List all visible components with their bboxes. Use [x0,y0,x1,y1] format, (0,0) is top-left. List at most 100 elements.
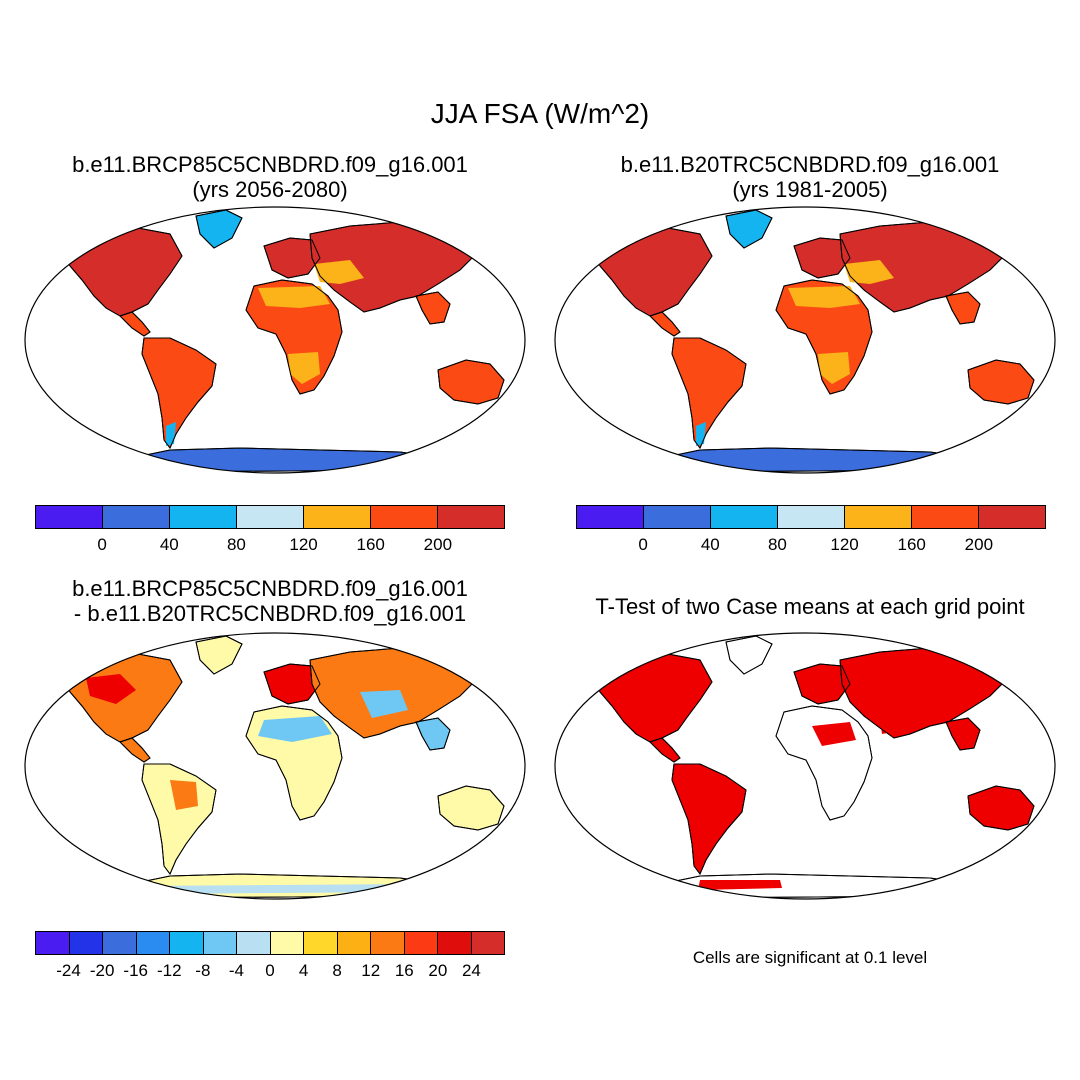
coastline-australia [967,359,1035,405]
colorbar-cell [103,932,137,954]
colorbar-historical-labels: 0 40 80 120 160 200 [576,535,1046,555]
coastline-europe [263,237,321,279]
coastline-australia [967,785,1035,831]
colorbar-difference [35,931,505,955]
colorbar-tick-label: -8 [195,961,211,980]
map-frame [24,632,526,900]
colorbar-difference-labels: -24 -20 -16 -12 -8 -4 0 4 8 12 16 20 24 [35,961,505,981]
field-region [288,352,320,384]
coastline-northAmerica [59,653,183,743]
colorbar-cell [471,932,504,954]
colorbar-cell [237,506,304,528]
colorbar-tick-label: 4 [298,961,309,980]
coastline-indochina [415,717,451,751]
panel-2-title-line2: (yrs 1981-2005) [732,177,888,202]
colorbar-cell [371,506,438,528]
colorbar-cell [438,506,504,528]
coastline-southAmerica [671,337,747,449]
colorbar-cell [644,506,711,528]
coastline-southAmerica [141,763,217,875]
colorbar-tick-label: 80 [767,535,787,554]
field-region [844,260,894,284]
colorbar-tick-label: 120 [830,535,859,554]
colorbar-tick-label: 12 [361,961,381,980]
colorbar-future-labels: 0 40 80 120 160 200 [35,535,505,555]
colorbar-tick-label: 40 [159,535,179,554]
colorbar-cell [103,506,170,528]
colorbar-cell [69,932,103,954]
field-region [86,674,136,704]
colorbar-cell [203,932,237,954]
map-frame [554,206,1056,474]
coastline-europe [793,663,851,705]
colorbar-tick-label: 20 [428,961,448,980]
panel-3-title: b.e11.BRCP85C5CNBDRD.f09_g16.001 - b.e11… [20,576,520,626]
coastline-africa [245,705,343,821]
coastline-northAmerica [59,227,183,317]
coastline-northAmerica [589,653,713,743]
colorbar-tick-label: -24 [56,961,81,980]
map-panel-ttest [554,632,1056,900]
colorbar-tick-label: 40 [700,535,720,554]
coastline-centralAmerica [649,737,681,763]
colorbar-tick-label: -16 [123,961,148,980]
colorbar-tick-label: 24 [461,961,481,980]
field-region [258,716,332,742]
colorbar-tick-label: -20 [89,961,115,980]
colorbar-tick-label: 0 [97,535,107,554]
colorbar-future [35,505,505,529]
panel-3-title-line1: b.e11.BRCP85C5CNBDRD.f09_g16.001 [72,576,468,601]
field-region [136,884,426,894]
colorbar-cell [36,932,70,954]
field-region [360,690,408,718]
panel-1-title-line1: b.e11.BRCP85C5CNBDRD.f09_g16.001 [72,152,468,177]
coastline-northAmerica [589,227,713,317]
coastline-africa [775,279,873,395]
field-region [818,352,850,384]
coastline-australia [437,359,505,405]
colorbar-tick-label: 0 [638,535,648,554]
colorbar-cell [912,506,979,528]
map-panel-future [24,206,526,474]
colorbar-cell [36,506,103,528]
colorbar-cell [170,506,237,528]
field-region [698,880,782,890]
colorbar-cell [237,932,271,954]
coastline-africa [775,705,873,821]
colorbar-tick-label: 16 [394,961,414,980]
coastline-europe [793,237,851,279]
panel-1-title-line2: (yrs 2056-2080) [192,177,348,202]
coastline-europe [263,663,321,705]
colorbar-cell [304,932,338,954]
coastline-australia [437,785,505,831]
figure-title: JJA FSA (W/m^2) [430,98,650,129]
colorbar-cell [438,932,472,954]
colorbar-tick-label: 120 [289,535,318,554]
coastline-southAmerica [671,763,747,875]
colorbar-tick-label: 200 [423,535,453,554]
coastline-africa [245,279,343,395]
colorbar-cell [136,932,170,954]
panel-4-title: T-Test of two Case means at each grid po… [595,594,1025,619]
coastline-indochina [945,291,981,325]
colorbar-tick-label: 0 [265,961,275,980]
panel-2-title-line1: b.e11.B20TRC5CNBDRD.f09_g16.001 [620,152,1000,177]
coastline-indochina [415,291,451,325]
colorbar-cell [270,932,304,954]
significance-note: Cells are significant at 0.1 level [692,948,928,967]
colorbar-cell [404,932,438,954]
coastline-centralAmerica [119,311,151,337]
colorbar-tick-label: -12 [156,961,182,980]
coastline-centralAmerica [119,737,151,763]
field-region [788,286,860,308]
colorbar-cell [170,932,204,954]
colorbar-tick-label: 160 [356,535,385,554]
field-region [812,722,856,746]
panel-3-title-line2: - b.e11.B20TRC5CNBDRD.f09_g16.001 [73,601,467,626]
coastline-southAmerica [141,337,217,449]
coastline-indochina [945,717,981,751]
map-frame [24,206,526,474]
field-region [880,718,904,734]
field-region [258,286,330,308]
colorbar-tick-label: 160 [897,535,926,554]
